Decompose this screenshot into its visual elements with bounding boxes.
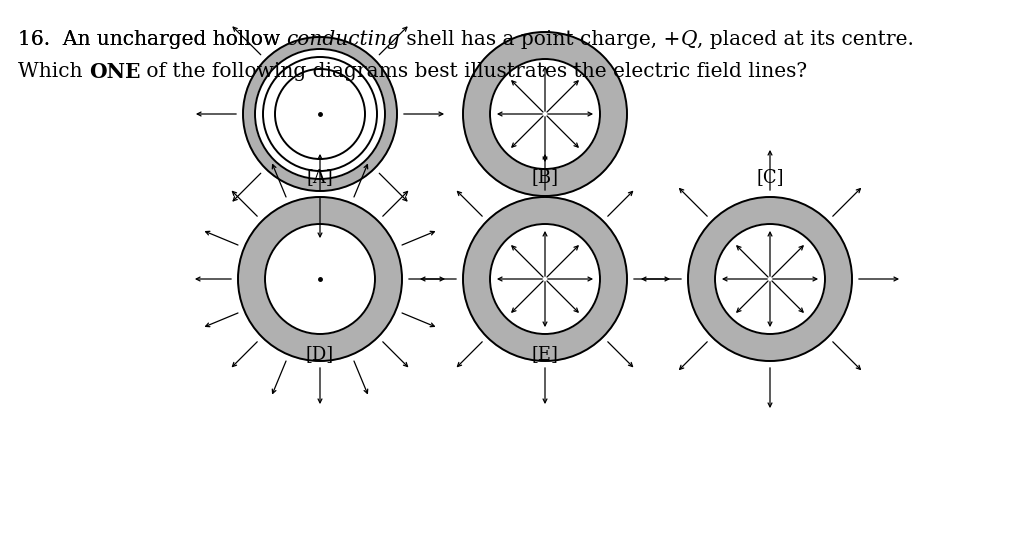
Circle shape xyxy=(463,32,627,196)
Circle shape xyxy=(490,224,600,334)
Text: Q: Q xyxy=(681,30,697,49)
Circle shape xyxy=(243,37,397,191)
Circle shape xyxy=(238,197,402,361)
Text: conducting: conducting xyxy=(287,30,400,49)
Text: 16.  An uncharged hollow: 16. An uncharged hollow xyxy=(18,30,287,49)
Text: 16.  An uncharged hollow: 16. An uncharged hollow xyxy=(18,30,287,49)
Text: [B]: [B] xyxy=(531,168,558,186)
Circle shape xyxy=(688,197,852,361)
Text: of the following diagrams best illustrates the electric field lines?: of the following diagrams best illustrat… xyxy=(140,62,807,81)
Circle shape xyxy=(263,57,377,171)
Text: [C]: [C] xyxy=(757,168,783,186)
Circle shape xyxy=(275,69,365,159)
Text: [E]: [E] xyxy=(531,345,558,363)
Text: shell has a point charge, +: shell has a point charge, + xyxy=(400,30,681,49)
Circle shape xyxy=(265,224,375,334)
Text: ONE: ONE xyxy=(89,62,140,82)
Text: Which: Which xyxy=(18,62,89,81)
Circle shape xyxy=(255,49,385,179)
Text: [A]: [A] xyxy=(306,168,334,186)
Text: , placed at its centre.: , placed at its centre. xyxy=(697,30,914,49)
Circle shape xyxy=(715,224,825,334)
Text: [D]: [D] xyxy=(306,345,334,363)
Circle shape xyxy=(490,59,600,169)
Circle shape xyxy=(463,197,627,361)
